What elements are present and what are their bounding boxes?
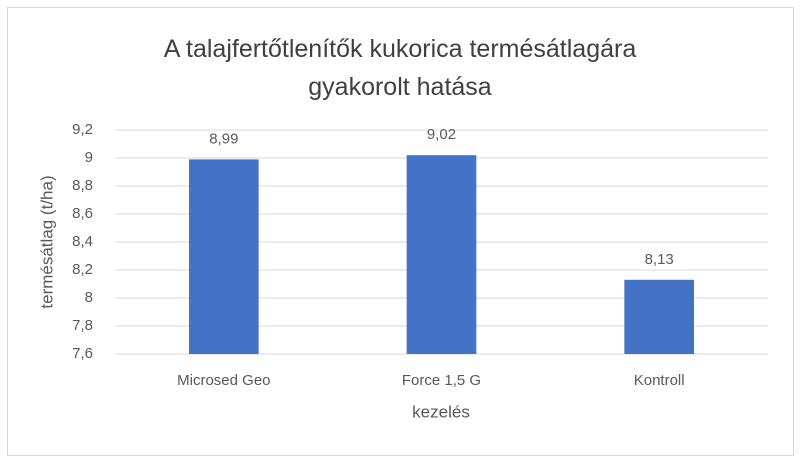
y-tick-label: 7,8 xyxy=(72,317,93,334)
y-tick-label: 8,2 xyxy=(72,261,93,278)
y-tick-label: 9,2 xyxy=(72,121,93,138)
bar xyxy=(189,159,259,354)
bar xyxy=(406,155,477,354)
x-tick-label: Force 1,5 G xyxy=(402,372,481,389)
value-label: 9,02 xyxy=(427,126,456,143)
y-axis-title: termésátlag (t/ha) xyxy=(37,175,56,308)
y-tick-label: 8 xyxy=(85,289,93,306)
x-tick-label: Kontroll xyxy=(634,372,685,389)
x-axis-title: kezelés xyxy=(412,402,470,421)
y-tick-label: 8,8 xyxy=(72,177,93,194)
y-tick-label: 8,6 xyxy=(72,205,93,222)
x-tick-label: Microsed Geo xyxy=(177,372,270,389)
y-tick-label: 9 xyxy=(85,149,93,166)
y-tick-label: 8,4 xyxy=(72,233,93,250)
value-label: 8,13 xyxy=(645,251,674,268)
value-label: 8,99 xyxy=(209,130,238,147)
y-tick-label: 7,6 xyxy=(72,345,93,362)
chart-title: A talajfertőtlenítők kukorica termésátla… xyxy=(163,35,637,101)
bar xyxy=(624,279,694,354)
chart-border xyxy=(7,7,794,456)
